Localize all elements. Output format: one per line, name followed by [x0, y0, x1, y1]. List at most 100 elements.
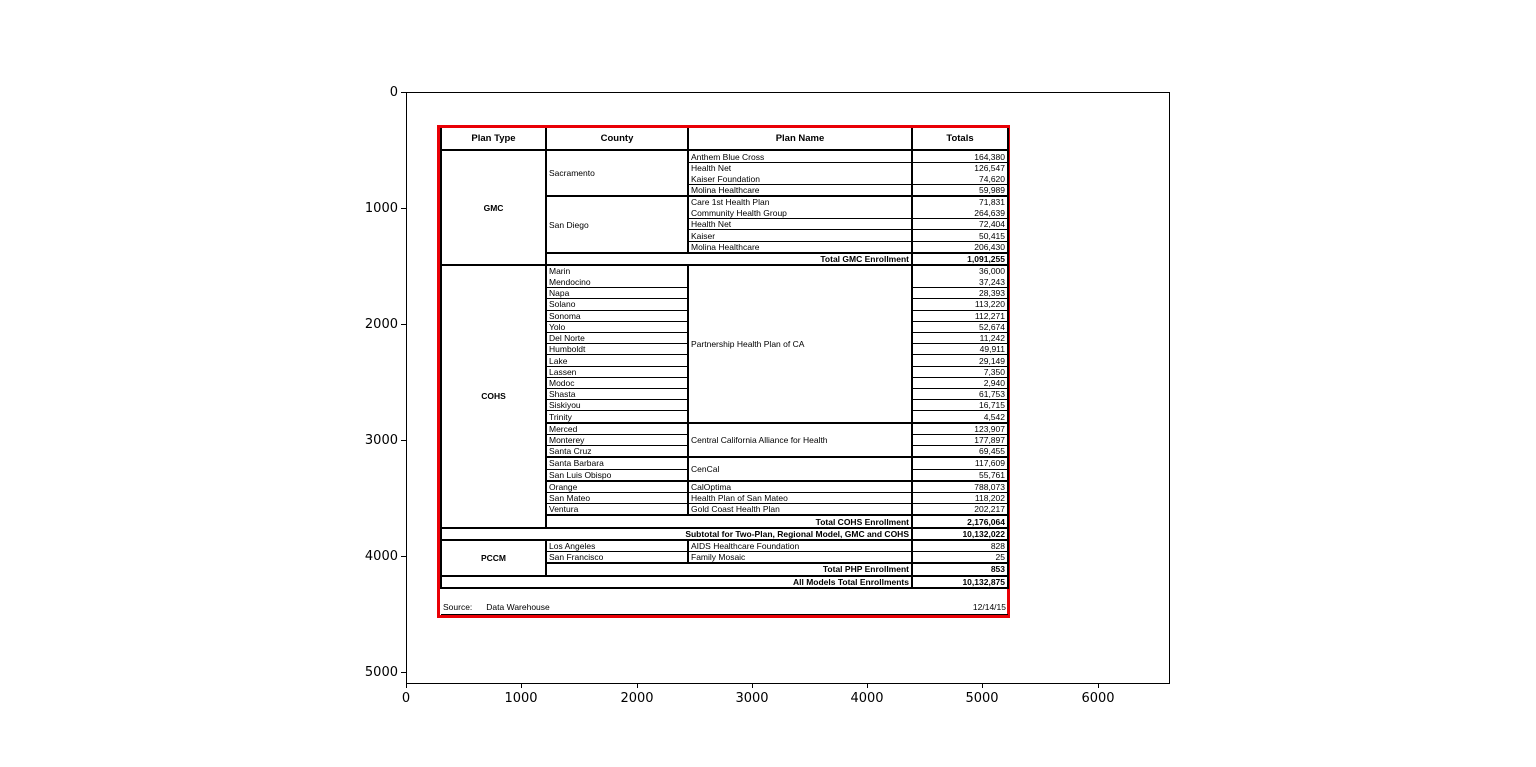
plan-type-cell: PCCM: [440, 539, 547, 577]
total-cell: 113,220: [911, 298, 1009, 311]
county-cell: Monterey: [545, 434, 689, 447]
x-tick-mark: [406, 684, 407, 688]
subtotal-row-label: Subtotal for Two-Plan, Regional Model, G…: [440, 527, 913, 541]
table-row: Community Health Group 264,639: [441, 207, 1009, 220]
x-tick-mark: [1098, 684, 1099, 688]
subtotal-row: Subtotal for Two-Plan, Regional Model, G…: [440, 527, 1009, 541]
plan-name-cell: Community Health Group: [687, 207, 913, 220]
total-cell: 52,674: [911, 321, 1009, 333]
plan-name-cell: Gold Coast Health Plan: [687, 503, 913, 517]
total-cell: 55,761: [911, 469, 1009, 482]
table-row: Molina Healthcare 206,430: [441, 241, 1009, 254]
table-row: San Francisco Family Mosaic 25: [441, 551, 1009, 565]
total-cell: 74,620: [911, 173, 1009, 186]
source-row: Source: Data Warehouse 12/14/15: [441, 600, 1008, 616]
plan-name-cell: CalOptima: [687, 480, 913, 494]
total-row: Total PHP Enrollment 853: [441, 563, 1009, 577]
county-cell: Mendocino: [545, 276, 689, 289]
total-row-label: Total GMC Enrollment: [545, 252, 913, 267]
table-row: San Diego Care 1st Health Plan 71,831: [441, 196, 1009, 254]
total-cell: 126,547: [911, 162, 1009, 174]
county-cell: Merced: [545, 422, 689, 435]
total-cell: 123,907: [911, 422, 1009, 435]
plan-name-cell: Central California Alliance for Health: [687, 422, 913, 459]
x-tick-mark: [982, 684, 983, 688]
plan-name-cell: Family Mosaic: [687, 551, 913, 565]
x-tick-mark: [867, 684, 868, 688]
table-row: Napa 28,393: [441, 287, 1009, 300]
table-row: San Luis Obispo 55,761: [441, 469, 1009, 482]
county-cell: San Luis Obispo: [545, 469, 689, 482]
total-cell: 61,753: [911, 388, 1009, 401]
plan-name-cell: Kaiser: [687, 229, 913, 242]
total-cell: 50,415: [911, 229, 1009, 242]
table-row: Del Norte 11,242: [441, 332, 1009, 345]
table-row: Kaiser 50,415: [441, 229, 1009, 242]
y-axis-tick-label: 3000: [364, 433, 398, 448]
table-row: GMC Sacramento Anthem Blue Cross 164,380: [440, 150, 1009, 267]
table-row: Ventura Gold Coast Health Plan 202,217: [441, 503, 1009, 517]
y-tick-mark: [401, 92, 406, 93]
x-tick-mark: [752, 684, 753, 688]
county-cell: Solano: [545, 298, 689, 311]
plan-name-cell: Health Net: [687, 162, 913, 174]
county-cell: Sonoma: [545, 310, 689, 322]
table-row: COHS Marin Partnership Health Plan of CA…: [440, 265, 1009, 529]
x-axis-tick-label: 0: [401, 691, 411, 706]
y-axis-tick-label: 5000: [364, 665, 398, 680]
y-axis-tick-label: 4000: [364, 549, 398, 564]
x-axis-tick-label: 4000: [850, 691, 884, 706]
header-cell-plan-name: Plan Name: [687, 128, 913, 152]
total-cell: 25: [911, 551, 1009, 565]
county-cell: Lake: [545, 354, 689, 367]
total-row-label: Total PHP Enrollment: [545, 563, 913, 577]
county-cell: Shasta: [545, 388, 689, 401]
enrollment-table: Plan Type County Plan Name Totals GMC Sa…: [437, 125, 1010, 618]
total-cell: 49,911: [911, 343, 1009, 356]
total-cell: 117,609: [911, 457, 1009, 470]
table-row: Sonoma 112,271: [441, 310, 1009, 322]
total-cell: 11,242: [911, 332, 1009, 345]
table-row: Santa Barbara CenCal 117,609: [441, 457, 1009, 482]
table-row: Lake 29,149: [441, 354, 1009, 367]
county-cell: Humboldt: [545, 343, 689, 356]
all-models-row-label: All Models Total Enrollments: [440, 575, 913, 589]
x-axis-tick-label: 6000: [1081, 691, 1115, 706]
all-models-row: All Models Total Enrollments 10,132,875: [440, 575, 1009, 589]
table-row: Lassen 7,350: [441, 366, 1009, 378]
total-cell: 69,455: [911, 445, 1009, 459]
total-cell: 10,132,875: [911, 575, 1009, 589]
header-cell-totals: Totals: [911, 128, 1009, 152]
county-cell: Siskiyou: [545, 399, 689, 412]
table-row: Orange CalOptima 788,073: [441, 480, 1009, 494]
total-row-label: Total COHS Enrollment: [545, 515, 913, 529]
total-cell: 16,715: [911, 399, 1009, 412]
total-cell: 788,073: [911, 480, 1009, 494]
plan-name-cell: Molina Healthcare: [687, 241, 913, 254]
total-cell: 10,132,022: [911, 527, 1009, 541]
total-cell: 853: [911, 563, 1009, 577]
header-cell-county: County: [545, 128, 689, 152]
x-tick-mark: [637, 684, 638, 688]
county-cell: Orange: [545, 480, 689, 494]
total-cell: 118,202: [911, 492, 1009, 505]
plan-name-cell: Molina Healthcare: [687, 184, 913, 198]
total-cell: 29,149: [911, 354, 1009, 367]
x-axis-tick-label: 5000: [965, 691, 999, 706]
y-axis-tick-label: 0: [389, 85, 398, 100]
county-cell: San Mateo: [545, 492, 689, 505]
source-value: Data Warehouse: [486, 602, 550, 613]
y-tick-mark: [401, 672, 406, 673]
county-cell: Modoc: [545, 377, 689, 390]
table-row: Humboldt 49,911: [441, 343, 1009, 356]
table-row: Health Net 126,547: [441, 162, 1009, 174]
plan-type-cell: COHS: [440, 265, 547, 529]
total-cell: 264,639: [911, 207, 1009, 220]
plan-name-cell: Partnership Health Plan of CA: [687, 265, 913, 424]
county-cell: Santa Cruz: [545, 445, 689, 459]
x-axis-tick-label: 2000: [620, 691, 654, 706]
plan-name-cell: Care 1st Health Plan: [687, 196, 913, 208]
total-cell: 4,542: [911, 410, 1009, 424]
county-cell: Sacramento: [545, 150, 689, 198]
table-row: PCCM Los Angeles AIDS Healthcare Foundat…: [440, 539, 1009, 577]
